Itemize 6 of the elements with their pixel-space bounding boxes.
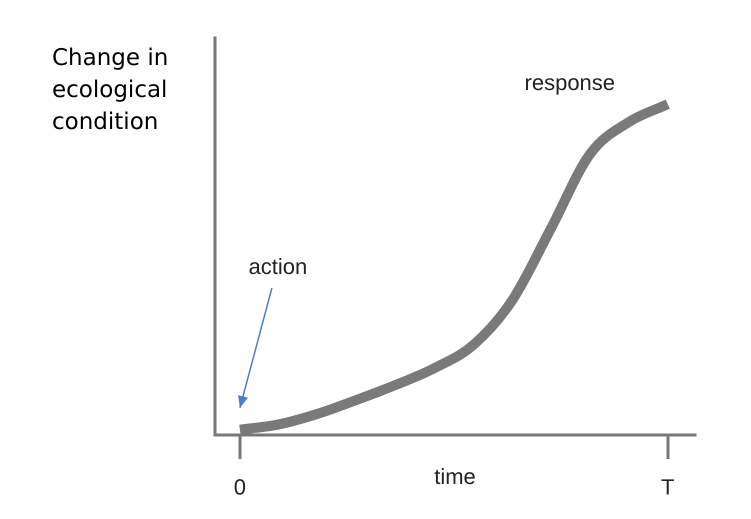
y-axis-title: Change in ecological condition [52, 44, 168, 137]
x-tick-label: T [661, 474, 674, 500]
x-axis-title: time [434, 464, 476, 490]
series-label: response [524, 70, 616, 96]
x-tick-label: 0 [234, 474, 246, 500]
annotation: action [248, 254, 308, 280]
